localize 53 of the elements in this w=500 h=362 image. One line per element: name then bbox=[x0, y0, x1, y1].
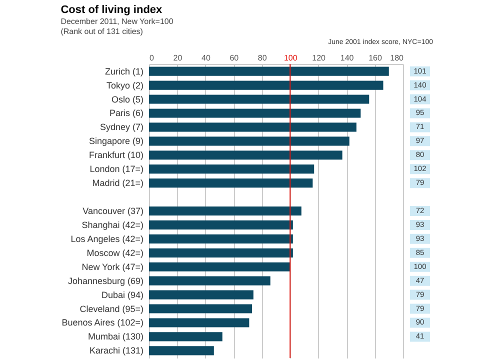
y-tick-label: Madrid (21=) bbox=[92, 178, 144, 188]
x-tick-label: 160 bbox=[368, 54, 382, 62]
bar bbox=[149, 220, 293, 230]
bar bbox=[149, 108, 361, 118]
y-tick-label: Zurich (1) bbox=[104, 66, 144, 76]
x-tick-label: 120 bbox=[312, 54, 326, 62]
x-tick-label: 80 bbox=[258, 54, 268, 62]
chart-subtitle: December 2011, New York=100 bbox=[60, 17, 174, 26]
bar bbox=[149, 122, 356, 132]
y-tick-label: Johannesburg (69) bbox=[68, 276, 144, 286]
bar bbox=[149, 248, 293, 258]
y-tick-label: Karachi (131) bbox=[89, 346, 144, 356]
bar bbox=[149, 150, 342, 160]
x-tick-label: 140 bbox=[340, 54, 354, 62]
y-tick-label: Oslo (5) bbox=[111, 94, 144, 104]
x-tick-label: 40 bbox=[201, 54, 211, 62]
x-tick-label: 20 bbox=[173, 54, 183, 62]
y-tick-label: Mumbai (130) bbox=[88, 332, 144, 342]
bar bbox=[149, 304, 252, 314]
x-tick-label: 100 bbox=[284, 54, 298, 62]
bar bbox=[149, 178, 313, 188]
text: (Rank out of 131 cities) bbox=[60, 27, 144, 36]
y-tick-label: Paris (6) bbox=[109, 108, 144, 118]
y-tick-label: Shanghai (42=) bbox=[82, 220, 144, 230]
bar bbox=[149, 290, 254, 300]
y-tick-label: Moscow (42=) bbox=[86, 248, 144, 258]
bar bbox=[149, 94, 370, 104]
y-tick-label: London (17=) bbox=[90, 164, 144, 174]
chart-title: Cost of living index bbox=[60, 4, 164, 16]
y-tick-label: Tokyo (2) bbox=[106, 80, 144, 90]
bar bbox=[149, 332, 222, 342]
bar bbox=[149, 164, 314, 174]
y-tick-label: New York (47=) bbox=[82, 262, 144, 272]
y-tick-label: Buenos Aires (102=) bbox=[62, 318, 144, 328]
y-tick-label: Los Angeles (42=) bbox=[70, 234, 144, 244]
bar bbox=[149, 206, 302, 216]
y-tick-label: Sydney (7) bbox=[100, 122, 144, 132]
bar bbox=[149, 66, 389, 76]
y-tick-label: Vancouver (37) bbox=[82, 206, 144, 216]
y-tick-label: Dubai (94) bbox=[101, 290, 144, 300]
bar bbox=[149, 346, 214, 356]
y-tick-label: Frankfurt (10) bbox=[88, 150, 144, 160]
bar bbox=[149, 234, 293, 244]
bar bbox=[149, 262, 290, 272]
bar bbox=[149, 136, 350, 146]
bar bbox=[149, 80, 384, 90]
y-tick-label: Singapore (9) bbox=[88, 136, 144, 146]
x-tick-label: 60 bbox=[230, 54, 240, 62]
x-tick-label: 0 bbox=[150, 54, 154, 62]
bar bbox=[149, 276, 270, 286]
bar bbox=[149, 318, 250, 328]
y-tick-label: Cleveland (95=) bbox=[80, 304, 144, 314]
x-tick-label: 180 bbox=[390, 54, 404, 62]
